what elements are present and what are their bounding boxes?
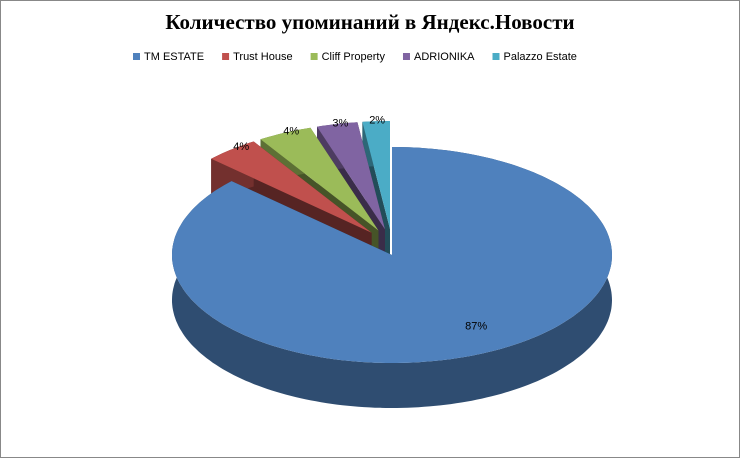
legend-item: TM ESTATE xyxy=(133,51,204,63)
legend-label: Trust House xyxy=(233,51,293,63)
slice xyxy=(172,147,612,408)
legend-label: Cliff Property xyxy=(322,51,386,63)
data-label: 4% xyxy=(233,141,249,153)
slice-top xyxy=(317,122,385,230)
legend-swatch xyxy=(222,53,230,60)
legend-swatch xyxy=(402,53,410,60)
legend-swatch xyxy=(492,53,500,60)
legend-item: Cliff Property xyxy=(310,51,386,63)
data-label: 4% xyxy=(283,126,299,138)
legend-swatch xyxy=(310,53,318,60)
data-label: 2% xyxy=(369,115,385,127)
chart-title: Количество упоминаний в Яндекс.Новости xyxy=(165,10,574,34)
slice-top xyxy=(211,141,372,233)
legend-label: TM ESTATE xyxy=(144,51,204,63)
legend-item: Palazzo Estate xyxy=(492,51,577,63)
legend-label: Palazzo Estate xyxy=(504,51,577,63)
legend-item: ADRIONIKA xyxy=(402,51,475,63)
slice-top xyxy=(172,147,612,363)
legend-item: Trust House xyxy=(222,51,293,63)
legend-label: ADRIONIKA xyxy=(414,51,475,63)
data-label: 87% xyxy=(465,320,487,332)
data-label: 3% xyxy=(332,117,348,129)
slice-top xyxy=(362,121,390,229)
slice-top xyxy=(260,127,379,231)
legend-swatch xyxy=(133,53,140,60)
